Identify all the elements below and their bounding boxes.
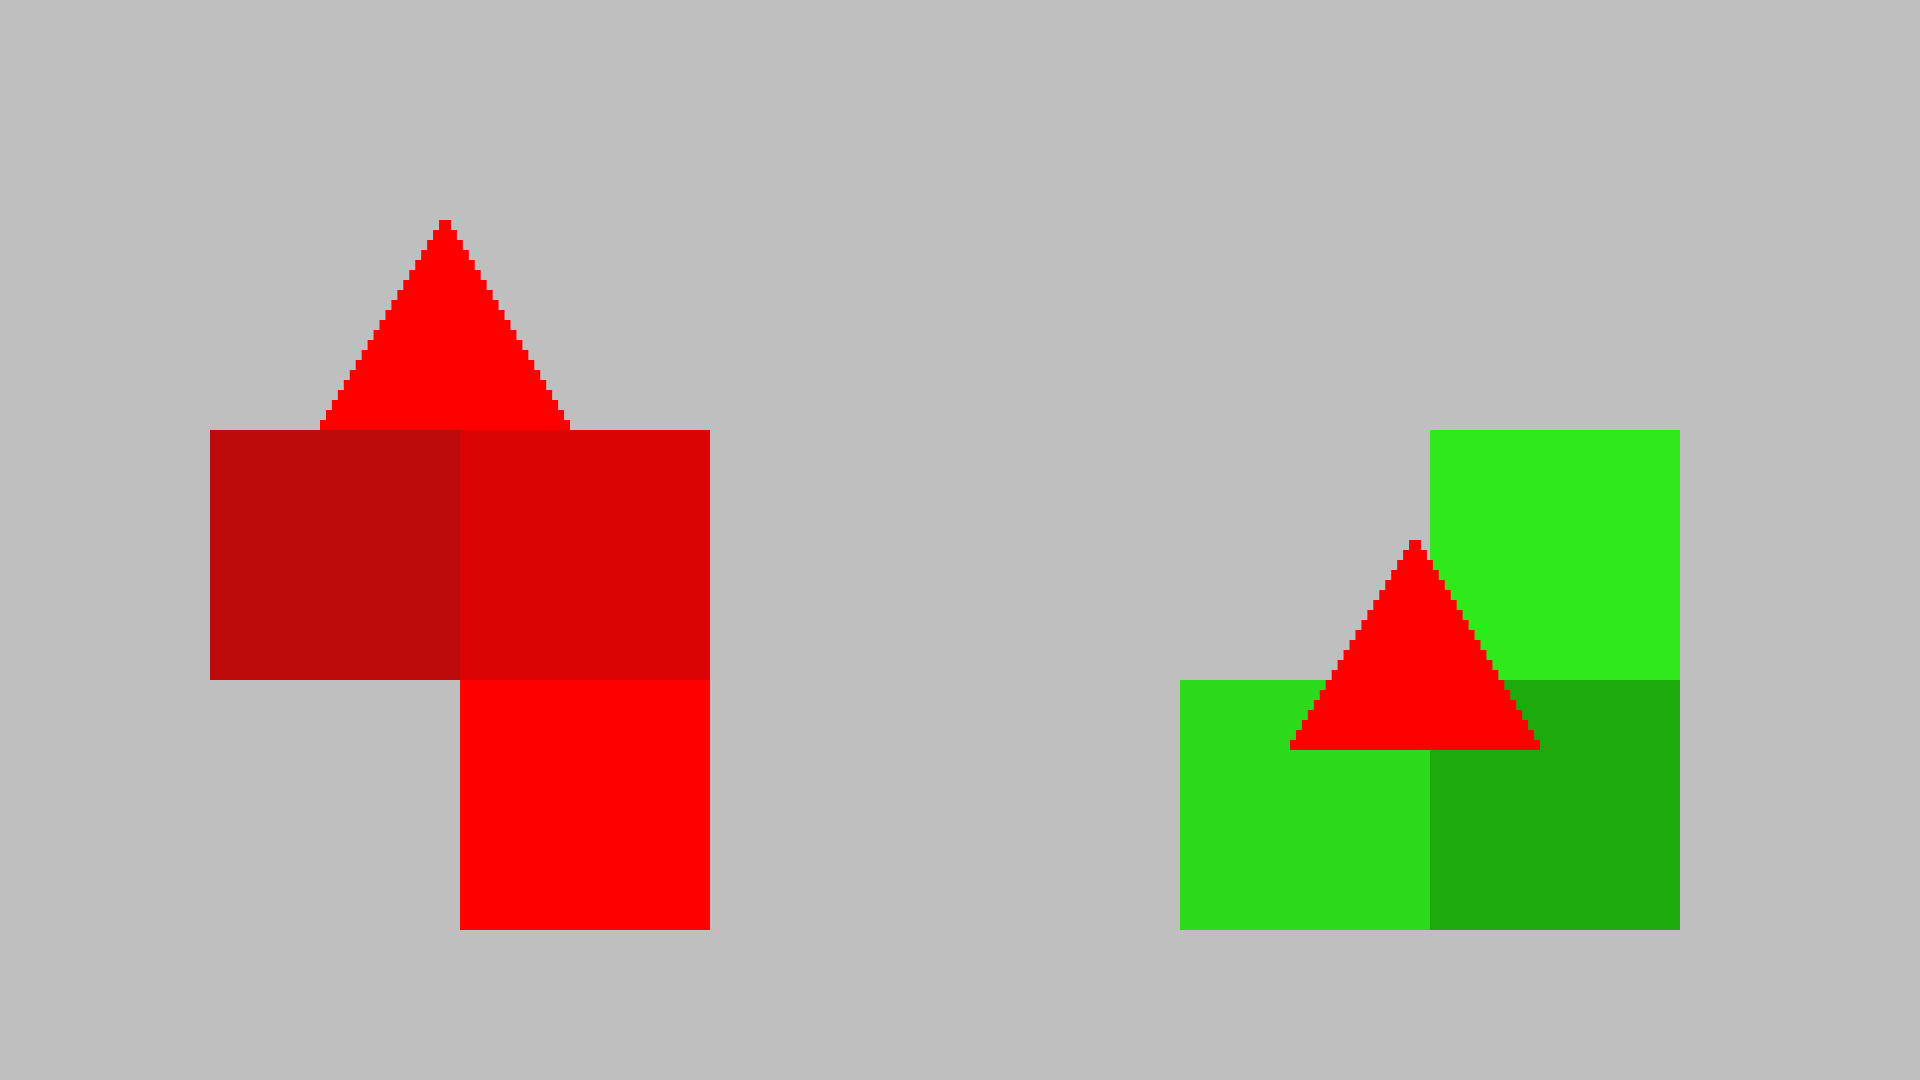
right-triangle-token[interactable]: [1290, 540, 1540, 750]
right-triangle-icon: [1290, 540, 1540, 750]
left-triangle-token[interactable]: [320, 220, 570, 430]
left-tile-top-right[interactable]: [460, 430, 710, 680]
left-triangle-icon: [320, 220, 570, 430]
left-tile-bottom-right[interactable]: [460, 680, 710, 930]
left-tile-top-left[interactable]: [210, 430, 460, 680]
